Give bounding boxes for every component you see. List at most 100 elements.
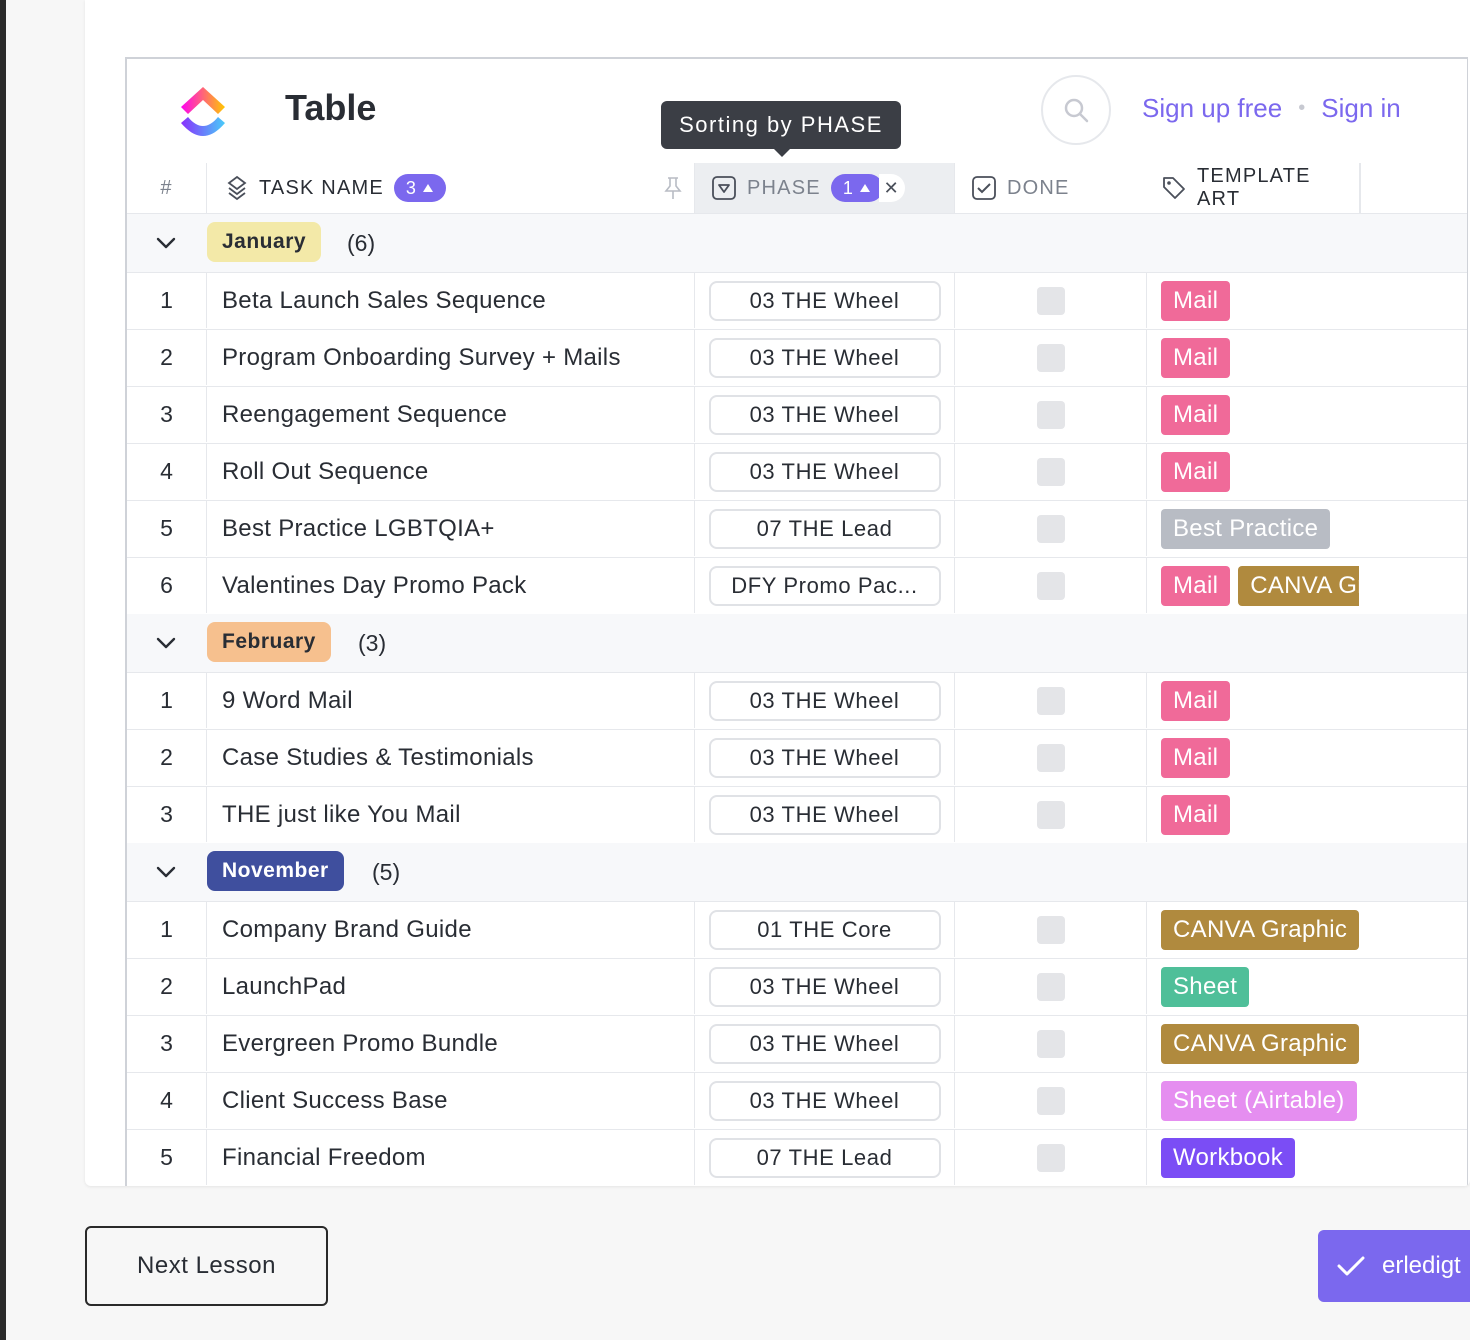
task-name-cell[interactable]: 9 Word Mail (207, 673, 695, 728)
done-checkbox[interactable] (1037, 916, 1065, 944)
phase-cell[interactable]: 01 THE Core (695, 902, 955, 957)
phase-cell[interactable]: 03 THE Wheel (695, 330, 955, 385)
template-art-tag[interactable]: Workbook (1161, 1138, 1296, 1178)
task-name-cell[interactable]: Program Onboarding Survey + Mails (207, 330, 695, 385)
template-art-tag[interactable]: Sheet (1161, 967, 1250, 1007)
phase-sort-badge[interactable]: 1 (830, 174, 883, 202)
done-checkbox[interactable] (1037, 1144, 1065, 1172)
template-art-tag[interactable]: Mail (1161, 681, 1231, 721)
phase-cell[interactable]: 03 THE Wheel (695, 730, 955, 785)
sign-in-link[interactable]: Sign in (1321, 93, 1401, 123)
phase-cell[interactable]: 03 THE Wheel (695, 444, 955, 499)
done-checkbox[interactable] (1037, 401, 1065, 429)
phase-pill[interactable]: 03 THE Wheel (708, 451, 941, 492)
phase-cell[interactable]: 03 THE Wheel (695, 673, 955, 728)
done-checkbox[interactable] (1037, 801, 1065, 829)
task-name-cell[interactable]: LaunchPad (207, 959, 695, 1014)
template-art-tag[interactable]: CANVA Graphic (1161, 910, 1359, 950)
template-art-tag[interactable]: Mail (1161, 738, 1231, 778)
phase-cell[interactable]: 07 THE Lead (695, 501, 955, 556)
column-header-task-name[interactable]: TASK NAME 3 (207, 163, 695, 213)
column-header-template-art[interactable]: TEMPLATE ART (1145, 163, 1361, 213)
task-name-cell[interactable]: Valentines Day Promo Pack (207, 558, 695, 613)
task-name-cell[interactable]: Case Studies & Testimonials (207, 730, 695, 785)
clear-sort-icon[interactable]: ✕ (878, 174, 905, 202)
phase-pill[interactable]: 01 THE Core (708, 909, 941, 950)
table-row[interactable]: 4 Roll Out Sequence 03 THE Wheel Mail (127, 443, 1467, 500)
task-name-cell[interactable]: THE just like You Mail (207, 787, 695, 842)
phase-pill[interactable]: 07 THE Lead (708, 1137, 941, 1178)
done-checkbox[interactable] (1037, 572, 1065, 600)
group-badge[interactable]: January (207, 222, 322, 262)
chevron-down-icon[interactable] (153, 230, 179, 256)
table-row[interactable]: 1 Beta Launch Sales Sequence 03 THE Wheel M… (127, 272, 1467, 329)
table-row[interactable]: 2 LaunchPad 03 THE Wheel Sheet (127, 958, 1467, 1015)
table-row[interactable]: 3 THE just like You Mail 03 THE Wheel Mail (127, 786, 1467, 843)
group-badge[interactable]: November (207, 851, 344, 891)
template-art-tag[interactable]: Mail (1161, 795, 1231, 835)
task-name-cell[interactable]: Evergreen Promo Bundle (207, 1016, 695, 1071)
table-row[interactable]: 6 Valentines Day Promo Pack DFY Promo Pac.… (127, 557, 1467, 614)
done-checkbox[interactable] (1037, 287, 1065, 315)
sign-up-link[interactable]: Sign up free (1142, 93, 1283, 123)
phase-pill[interactable]: 03 THE Wheel (708, 394, 941, 435)
phase-pill[interactable]: DFY Promo Pac... (708, 565, 941, 606)
template-art-tag[interactable]: Mail (1161, 281, 1231, 321)
chevron-down-icon[interactable] (153, 630, 179, 656)
done-checkbox[interactable] (1037, 458, 1065, 486)
mark-complete-button[interactable]: erledigt (1318, 1230, 1470, 1302)
task-sort-badge[interactable]: 3 (393, 174, 446, 202)
phase-cell[interactable]: 03 THE Wheel (695, 387, 955, 442)
task-name-cell[interactable]: Roll Out Sequence (207, 444, 695, 499)
done-checkbox[interactable] (1037, 344, 1065, 372)
group-row[interactable]: November (5) (127, 843, 1467, 901)
template-art-tag[interactable]: Mail (1161, 566, 1231, 606)
phase-cell[interactable]: 03 THE Wheel (695, 273, 955, 328)
table-row[interactable]: 5 Financial Freedom 07 THE Lead Workbook (127, 1129, 1467, 1186)
phase-pill[interactable]: 03 THE Wheel (708, 337, 941, 378)
done-checkbox[interactable] (1037, 1030, 1065, 1058)
phase-pill[interactable]: 07 THE Lead (708, 508, 941, 549)
chevron-down-icon[interactable] (153, 859, 179, 885)
template-art-tag[interactable]: Mail (1161, 452, 1231, 492)
column-header-phase[interactable]: PHASE 1 ✕ (695, 163, 955, 213)
table-row[interactable]: 1 Company Brand Guide 01 THE Core CANVA Gra… (127, 901, 1467, 958)
task-name-cell[interactable]: Best Practice LGBTQIA+ (207, 501, 695, 556)
group-badge[interactable]: February (207, 622, 331, 662)
table-row[interactable]: 5 Best Practice LGBTQIA+ 07 THE Lead Best P… (127, 500, 1467, 557)
template-art-tag[interactable]: Mail (1161, 395, 1231, 435)
table-row[interactable]: 3 Reengagement Sequence 03 THE Wheel Mail (127, 386, 1467, 443)
done-checkbox[interactable] (1037, 515, 1065, 543)
phase-pill[interactable]: 03 THE Wheel (708, 794, 941, 835)
phase-pill[interactable]: 03 THE Wheel (708, 737, 941, 778)
template-art-tag[interactable]: Mail (1161, 338, 1231, 378)
task-name-cell[interactable]: Financial Freedom (207, 1130, 695, 1185)
column-header-done[interactable]: DONE (955, 163, 1145, 213)
done-checkbox[interactable] (1037, 973, 1065, 1001)
phase-cell[interactable]: DFY Promo Pac... (695, 558, 955, 613)
table-row[interactable]: 3 Evergreen Promo Bundle 03 THE Wheel CANVA… (127, 1015, 1467, 1072)
done-checkbox[interactable] (1037, 687, 1065, 715)
phase-pill[interactable]: 03 THE Wheel (708, 280, 941, 321)
template-art-tag[interactable]: Best Practice (1161, 509, 1331, 549)
template-art-tag[interactable]: CANVA Graphic (1238, 566, 1359, 606)
search-button[interactable] (1041, 75, 1111, 145)
phase-cell[interactable]: 03 THE Wheel (695, 1016, 955, 1071)
table-row[interactable]: 4 Client Success Base 03 THE Wheel Sheet (A… (127, 1072, 1467, 1129)
group-row[interactable]: February (3) (127, 614, 1467, 672)
done-checkbox[interactable] (1037, 1087, 1065, 1115)
phase-pill[interactable]: 03 THE Wheel (708, 680, 941, 721)
group-row[interactable]: January (6) (127, 214, 1467, 272)
phase-cell[interactable]: 07 THE Lead (695, 1130, 955, 1185)
template-art-tag[interactable]: Sheet (Airtable) (1161, 1081, 1357, 1121)
pin-icon[interactable] (662, 175, 684, 201)
task-name-cell[interactable]: Company Brand Guide (207, 902, 695, 957)
phase-pill[interactable]: 03 THE Wheel (708, 966, 941, 1007)
phase-pill[interactable]: 03 THE Wheel (708, 1080, 941, 1121)
phase-cell[interactable]: 03 THE Wheel (695, 1073, 955, 1128)
task-name-cell[interactable]: Client Success Base (207, 1073, 695, 1128)
template-art-tag[interactable]: CANVA Graphic (1161, 1024, 1359, 1064)
done-checkbox[interactable] (1037, 744, 1065, 772)
task-name-cell[interactable]: Reengagement Sequence (207, 387, 695, 442)
